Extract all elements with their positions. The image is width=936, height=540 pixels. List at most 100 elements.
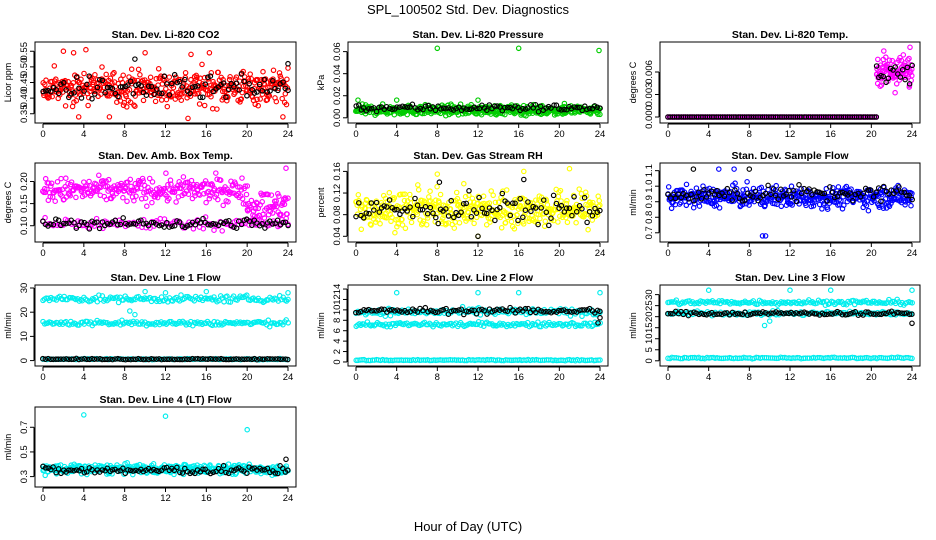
data-point bbox=[112, 217, 119, 224]
data-point bbox=[155, 66, 162, 72]
data-point bbox=[97, 85, 104, 91]
data-point bbox=[141, 190, 147, 196]
x-tick-label: 20 bbox=[242, 248, 253, 259]
x-axis: 0 4 8 12 16 20 24 bbox=[353, 123, 606, 140]
data-point bbox=[363, 210, 370, 216]
data-point bbox=[215, 69, 221, 76]
data-point bbox=[265, 191, 271, 198]
y-tick-label: 0.10 bbox=[19, 216, 30, 235]
data-point bbox=[128, 66, 135, 72]
data-point bbox=[262, 81, 268, 88]
y-axis-label: percent bbox=[316, 187, 326, 218]
data-point bbox=[60, 220, 67, 227]
data-point bbox=[231, 84, 237, 90]
data-point bbox=[267, 88, 273, 94]
data-point bbox=[522, 209, 529, 216]
data-point bbox=[84, 81, 90, 88]
x-tick-label: 0 bbox=[353, 248, 358, 259]
data-point bbox=[490, 192, 496, 199]
data-point bbox=[581, 194, 588, 201]
series-4 bbox=[40, 355, 291, 363]
data-point bbox=[131, 102, 137, 108]
series-2 bbox=[353, 176, 603, 240]
x-tick-label: 12 bbox=[785, 248, 796, 259]
figure-title: SPL_100502 Std. Dev. Diagnostics bbox=[367, 2, 570, 17]
data-point bbox=[686, 199, 693, 206]
plot-frame bbox=[34, 162, 297, 243]
data-point bbox=[906, 81, 913, 87]
data-point bbox=[445, 213, 452, 219]
data-point bbox=[430, 104, 436, 110]
data-point bbox=[223, 94, 229, 100]
data-point bbox=[532, 218, 538, 225]
data-point bbox=[103, 71, 109, 78]
data-point bbox=[878, 82, 885, 88]
data-point bbox=[220, 80, 227, 86]
data-point bbox=[530, 101, 537, 108]
data-point bbox=[238, 221, 245, 228]
data-point bbox=[696, 203, 703, 209]
data-point bbox=[139, 175, 146, 182]
data-point bbox=[277, 212, 284, 218]
data-point bbox=[690, 166, 697, 172]
data-point bbox=[226, 218, 232, 224]
data-point bbox=[491, 103, 498, 110]
data-point bbox=[909, 320, 915, 327]
data-point bbox=[53, 216, 59, 222]
y-tick-label: 0.7 bbox=[644, 226, 655, 239]
data-point bbox=[201, 181, 208, 187]
data-point bbox=[201, 102, 208, 109]
data-point bbox=[908, 202, 914, 209]
y-tick-label: 0.04 bbox=[332, 227, 343, 246]
x-tick-label: 12 bbox=[160, 129, 171, 140]
data-point bbox=[502, 219, 509, 226]
data-point bbox=[78, 219, 85, 225]
data-point bbox=[877, 83, 883, 89]
data-point bbox=[555, 219, 561, 225]
data-point bbox=[371, 105, 377, 111]
data-point bbox=[494, 110, 501, 117]
y-tick-label: 0.5 bbox=[19, 445, 30, 458]
data-point bbox=[414, 202, 421, 208]
data-point bbox=[49, 78, 55, 85]
data-point bbox=[740, 187, 746, 193]
data-point bbox=[399, 103, 406, 110]
data-point bbox=[223, 218, 229, 225]
data-point bbox=[824, 206, 831, 212]
data-point bbox=[78, 95, 85, 101]
data-point bbox=[499, 190, 506, 197]
data-points bbox=[40, 288, 291, 363]
data-point bbox=[384, 204, 390, 210]
y-tick-label: 15 bbox=[644, 322, 655, 333]
x-tick-label: 0 bbox=[40, 372, 45, 383]
data-point bbox=[225, 94, 231, 101]
data-point bbox=[376, 104, 382, 111]
data-point bbox=[573, 209, 580, 215]
data-point bbox=[178, 97, 185, 103]
y-tick-label: 0.12 bbox=[332, 184, 343, 203]
data-point bbox=[417, 105, 424, 112]
data-point bbox=[109, 85, 116, 92]
data-point bbox=[433, 214, 439, 221]
y-tick-label: 0.08 bbox=[332, 205, 343, 224]
x-tick-label: 24 bbox=[907, 372, 918, 383]
x-tick-label: 16 bbox=[201, 493, 212, 504]
data-point bbox=[517, 196, 523, 202]
data-point bbox=[259, 221, 265, 227]
data-point bbox=[165, 181, 171, 188]
data-point bbox=[515, 289, 522, 296]
data-point bbox=[248, 204, 254, 211]
data-point bbox=[376, 209, 383, 215]
x-tick-label: 24 bbox=[595, 129, 606, 140]
data-point bbox=[796, 182, 802, 188]
data-point bbox=[96, 77, 103, 83]
data-point bbox=[127, 176, 134, 183]
x-tick-label: 4 bbox=[394, 129, 399, 140]
y-tick-label: 20 bbox=[19, 307, 30, 318]
data-point bbox=[543, 209, 550, 216]
data-point bbox=[461, 105, 467, 111]
data-point bbox=[254, 89, 260, 95]
